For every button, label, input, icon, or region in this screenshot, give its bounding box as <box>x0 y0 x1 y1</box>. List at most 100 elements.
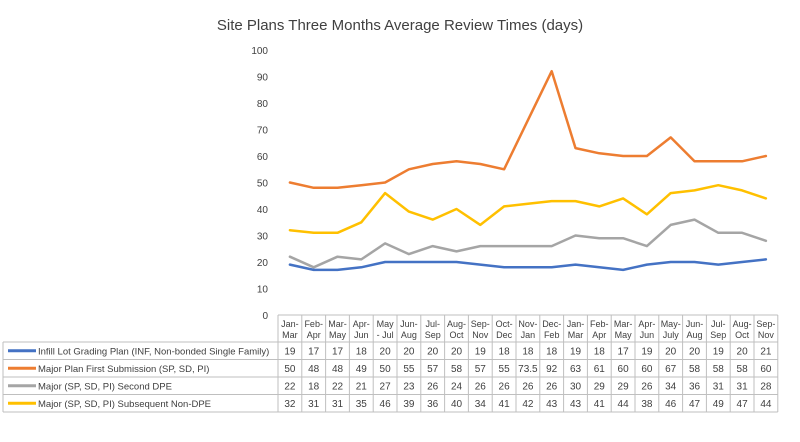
series-name: Major Plan First Submission (SP, SD, PI) <box>38 364 209 375</box>
data-label: 17 <box>308 346 320 357</box>
data-label: 17 <box>618 346 630 357</box>
data-label: 26 <box>427 381 439 392</box>
data-label: 58 <box>737 364 749 375</box>
data-label: 18 <box>499 346 511 357</box>
data-label: 23 <box>403 381 415 392</box>
data-label: 58 <box>713 364 725 375</box>
data-label: 20 <box>403 346 415 357</box>
data-label: 73.5 <box>518 364 538 375</box>
category-label: Feb-Apr <box>590 319 609 340</box>
data-label: 26 <box>475 381 487 392</box>
y-tick-label: 70 <box>257 126 269 137</box>
data-label: 19 <box>284 346 296 357</box>
data-label: 31 <box>308 399 320 410</box>
data-label: 49 <box>356 364 368 375</box>
category-label: Aug-Oct <box>447 319 466 340</box>
data-label: 19 <box>570 346 582 357</box>
data-label: 42 <box>522 399 534 410</box>
data-label: 43 <box>546 399 558 410</box>
y-tick-label: 30 <box>257 232 269 243</box>
data-label: 20 <box>427 346 439 357</box>
data-label: 57 <box>475 364 487 375</box>
y-tick-label: 90 <box>257 73 269 84</box>
category-label: Jun-Aug <box>400 319 418 340</box>
category-label: Feb-Apr <box>304 319 323 340</box>
data-label: 27 <box>380 381 392 392</box>
series-name: Infill Lot Grading Plan (INF, Non-bonded… <box>38 346 269 357</box>
data-label: 21 <box>760 346 772 357</box>
data-label: 24 <box>451 381 463 392</box>
series-name: Major (SP, SD, PI) Subsequent Non-DPE <box>38 399 211 410</box>
data-label: 31 <box>332 399 344 410</box>
data-label: 26 <box>546 381 558 392</box>
data-label: 20 <box>737 346 749 357</box>
data-label: 50 <box>284 364 296 375</box>
y-tick-label: 0 <box>262 311 268 322</box>
category-label: Oct-Dec <box>496 319 513 340</box>
data-label: 19 <box>475 346 487 357</box>
data-label: 29 <box>594 381 606 392</box>
data-label: 31 <box>713 381 725 392</box>
data-label: 46 <box>665 399 677 410</box>
data-label: 36 <box>427 399 439 410</box>
series-name: Major (SP, SD, PI) Second DPE <box>38 381 172 392</box>
data-label: 20 <box>665 346 677 357</box>
data-label: 47 <box>689 399 701 410</box>
data-label: 60 <box>760 364 772 375</box>
category-label: Dec-Feb <box>542 319 561 340</box>
data-label: 18 <box>594 346 606 357</box>
data-label: 41 <box>499 399 511 410</box>
data-label: 48 <box>332 364 344 375</box>
series-line-4 <box>288 183 768 235</box>
category-label: Jan-Mar <box>567 319 585 340</box>
data-label: 55 <box>499 364 511 375</box>
data-label: 41 <box>594 399 606 410</box>
data-label: 19 <box>641 346 653 357</box>
category-label: May-July <box>661 319 681 340</box>
category-label: Jul-Sep <box>710 319 726 340</box>
data-label: 21 <box>356 381 368 392</box>
data-label: 50 <box>380 364 392 375</box>
data-label: 47 <box>737 399 749 410</box>
data-label: 55 <box>403 364 415 375</box>
data-label: 18 <box>546 346 558 357</box>
data-label: 30 <box>570 381 582 392</box>
category-label: Sep-Nov <box>471 319 490 340</box>
category-label: Mar-May <box>328 319 347 340</box>
data-label: 18 <box>356 346 368 357</box>
data-label: 26 <box>641 381 653 392</box>
y-tick-label: 40 <box>257 205 269 216</box>
category-label: Jan-Mar <box>281 319 299 340</box>
data-label: 26 <box>522 381 534 392</box>
data-label: 18 <box>308 381 320 392</box>
data-label: 26 <box>499 381 511 392</box>
data-label: 60 <box>641 364 653 375</box>
y-tick-label: 20 <box>257 258 269 269</box>
data-label: 60 <box>618 364 630 375</box>
data-label: 32 <box>284 399 296 410</box>
category-label: Aug-Oct <box>733 319 752 340</box>
data-label: 19 <box>713 346 725 357</box>
series-lines <box>288 69 768 272</box>
data-label: 18 <box>522 346 534 357</box>
data-label: 20 <box>380 346 392 357</box>
data-label: 49 <box>713 399 725 410</box>
y-tick-label: 80 <box>257 99 269 110</box>
data-label: 35 <box>356 399 368 410</box>
data-label: 43 <box>570 399 582 410</box>
category-label: Apr-Jun <box>638 319 655 340</box>
series-line-1 <box>288 258 768 272</box>
data-label: 36 <box>689 381 701 392</box>
data-label: 29 <box>618 381 630 392</box>
data-label: 31 <box>737 381 749 392</box>
series-line-2 <box>288 69 768 190</box>
data-label: 38 <box>641 399 653 410</box>
category-label: Jul-Sep <box>425 319 441 340</box>
data-label: 58 <box>451 364 463 375</box>
data-label: 46 <box>380 399 392 410</box>
category-label: Apr-Jun <box>353 319 370 340</box>
data-label: 44 <box>618 399 630 410</box>
data-label: 20 <box>451 346 463 357</box>
y-tick-label: 60 <box>257 152 269 163</box>
y-axis: 0 10 20 30 40 50 60 70 80 90 100 <box>251 46 268 322</box>
